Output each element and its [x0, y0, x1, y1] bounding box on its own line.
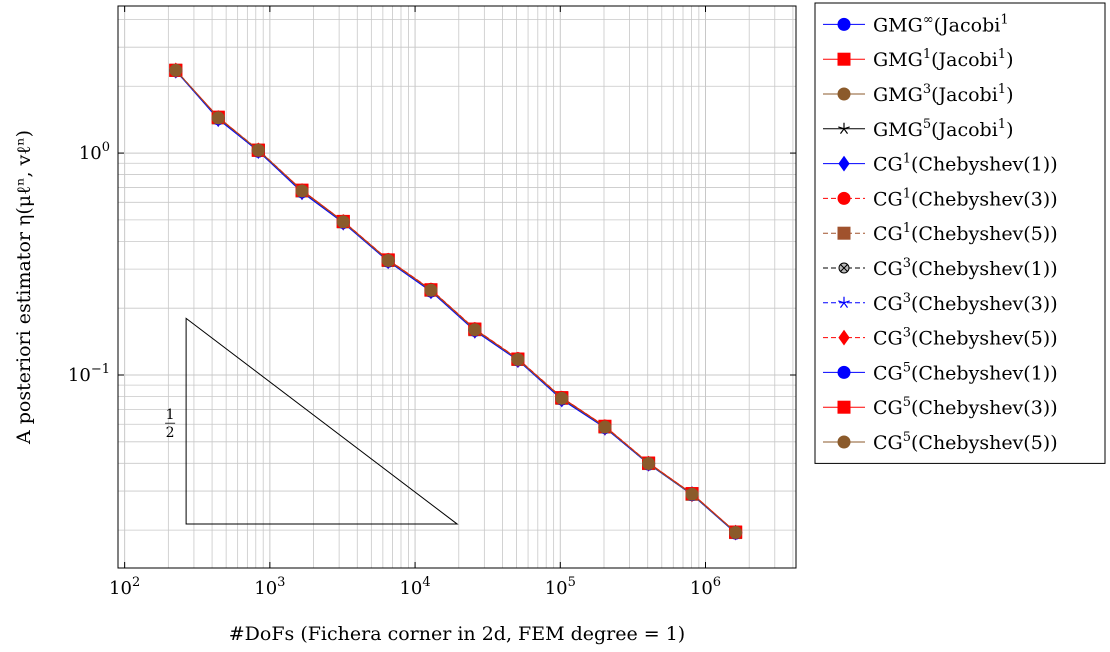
- legend-label: GMG5(Jacobi1): [873, 117, 1013, 141]
- legend-marker: [837, 52, 851, 66]
- legend-label: CG3(Chebyshev(5)): [873, 326, 1058, 350]
- series-13: [169, 63, 743, 540]
- data-point: [295, 184, 309, 198]
- legend-entry: CG3(Chebyshev(5)): [823, 326, 1058, 350]
- plot-frame: [117, 5, 797, 569]
- x-tick-label: 105: [545, 575, 576, 599]
- legend-marker: [837, 435, 851, 449]
- data-point: [555, 391, 569, 405]
- y-tick-label: 10−1: [68, 362, 110, 386]
- legend-label: CG3(Chebyshev(3)): [873, 291, 1058, 315]
- legend-label: CG1(Chebyshev(3)): [873, 186, 1058, 210]
- legend-entry: CG3(Chebyshev(1)): [823, 256, 1058, 280]
- legend-marker: [837, 365, 851, 379]
- legend: GMG∞(Jacobi1 GMG1(Jacobi1) GMG3(Jacobi1) GM…: [814, 2, 1106, 464]
- legend-marker: [837, 226, 851, 240]
- legend-marker: [837, 400, 851, 414]
- legend-entry: GMG∞(Jacobi1: [823, 12, 1009, 36]
- legend-label: CG5(Chebyshev(5)): [873, 430, 1058, 454]
- data-point: [211, 111, 225, 125]
- data-point: [251, 143, 265, 157]
- legend-label: CG1(Chebyshev(5)): [873, 221, 1058, 245]
- legend-entry: CG1(Chebyshev(1)): [823, 152, 1058, 176]
- data-point: [336, 215, 350, 229]
- legend-marker: [838, 155, 850, 172]
- legend-label: CG5(Chebyshev(1)): [873, 360, 1058, 384]
- series-8: [170, 64, 742, 539]
- legend-marker: [838, 329, 850, 346]
- legend-label: GMG∞(Jacobi1: [873, 12, 1009, 36]
- legend-label: CG5(Chebyshev(3)): [873, 395, 1058, 419]
- data-point: [381, 254, 395, 268]
- legend-marker: [837, 17, 851, 31]
- otimes-cross: [840, 264, 848, 272]
- x-tick-label: 102: [109, 575, 140, 599]
- slope-denominator: 2: [166, 425, 175, 441]
- data-point: [169, 63, 183, 77]
- x-tick-label: 103: [254, 575, 285, 599]
- series-line: [175, 69, 736, 533]
- legend-marker: [838, 296, 850, 309]
- legend-marker: [837, 191, 851, 205]
- data-point: [685, 487, 699, 501]
- legend-entry: CG5(Chebyshev(1)): [823, 360, 1058, 384]
- legend-entry: CG3(Chebyshev(3)): [823, 291, 1058, 315]
- y-axis-label: A posteriori estimator η(μℓⁿ, vℓⁿ): [13, 130, 35, 445]
- data-point: [642, 457, 656, 471]
- legend-label: CG3(Chebyshev(1)): [873, 256, 1058, 280]
- legend-marker: [837, 87, 851, 101]
- data-point: [511, 352, 525, 366]
- x-axis-label: #DoFs (Fichera corner in 2d, FEM degree …: [229, 623, 685, 645]
- legend-marker: [838, 262, 850, 274]
- legend-label: CG1(Chebyshev(1)): [873, 152, 1058, 176]
- data-point: [598, 420, 612, 434]
- y-tick-label: 100: [79, 140, 110, 164]
- data-point: [468, 323, 482, 337]
- legend-entry: CG5(Chebyshev(5)): [823, 430, 1058, 454]
- x-tick-label: 104: [399, 575, 430, 599]
- data-point: [729, 526, 743, 540]
- slope-numerator: 1: [166, 407, 175, 423]
- slope-triangle-annotation: 12: [165, 317, 459, 525]
- legend-entry: GMG3(Jacobi1): [823, 82, 1013, 106]
- x-tick-label: 106: [690, 575, 721, 599]
- slope-triangle: [185, 317, 459, 525]
- legend-entry: CG5(Chebyshev(3)): [823, 395, 1058, 419]
- legend-entry: GMG5(Jacobi1): [823, 117, 1013, 141]
- axis-ticks: 102 103 104 105 106 100 10−1: [68, 6, 796, 599]
- series-group: [169, 62, 743, 541]
- legend-label: GMG3(Jacobi1): [873, 82, 1013, 106]
- legend-entry: CG1(Chebyshev(5)): [823, 221, 1058, 245]
- grid: [117, 6, 796, 568]
- legend-entry: CG1(Chebyshev(3)): [823, 186, 1058, 210]
- data-point: [424, 283, 438, 297]
- legend-entry: GMG1(Jacobi1): [823, 47, 1013, 71]
- legend-marker: [838, 122, 850, 135]
- legend-label: GMG1(Jacobi1): [873, 47, 1013, 71]
